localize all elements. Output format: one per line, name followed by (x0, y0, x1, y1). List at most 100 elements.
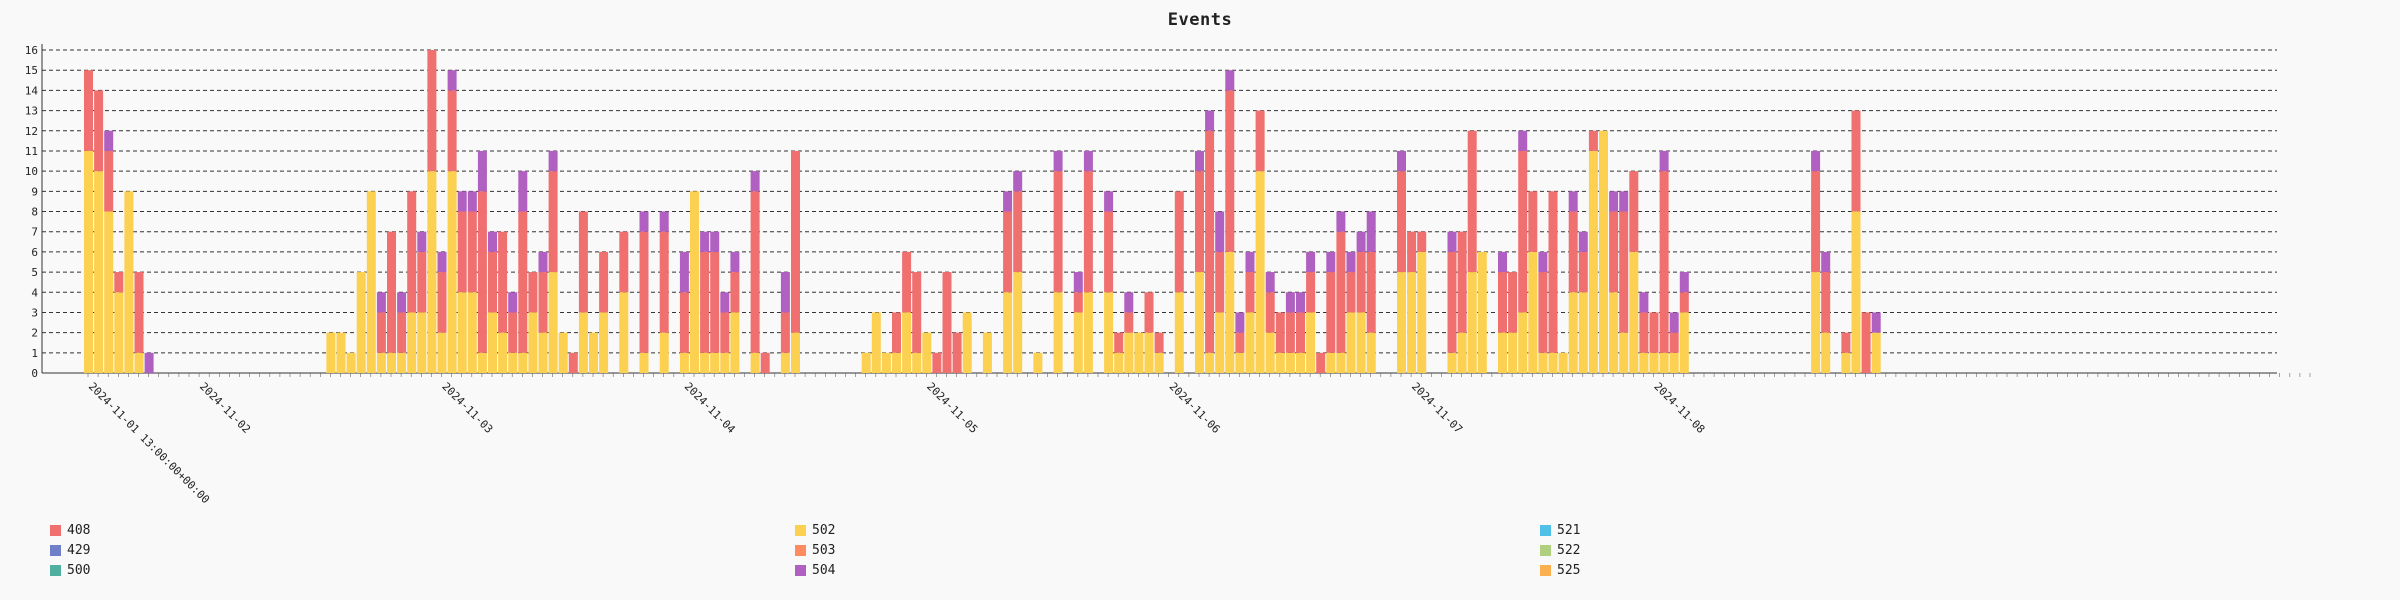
bar-segment-504 (1265, 272, 1275, 293)
bar-segment-502 (1568, 292, 1578, 373)
bar-segment-502 (1306, 312, 1316, 373)
bar-segment-502 (1811, 272, 1821, 373)
bar-segment-502 (1669, 352, 1679, 373)
bar-segment-504 (397, 292, 407, 313)
bar-segment-504 (457, 191, 467, 212)
bar-segment-408 (1245, 272, 1255, 313)
legend-swatch (50, 565, 61, 576)
legend-swatch (795, 525, 806, 536)
bar-segment-504 (488, 231, 497, 252)
bar-segment-502 (892, 352, 901, 373)
bar-segment-504 (1215, 211, 1225, 252)
legend-item-429[interactable]: 429 (50, 543, 90, 558)
bar-segment-504 (1659, 150, 1669, 172)
bar-segment-502 (1498, 332, 1507, 373)
legend-label: 502 (812, 523, 836, 538)
bar-segment-502 (1326, 352, 1336, 373)
x-date-label: 2024-11-07 (1409, 380, 1465, 436)
bar-segment-408 (548, 171, 558, 273)
legend-item-503[interactable]: 503 (795, 543, 835, 558)
y-tick-label: 4 (31, 286, 38, 299)
bar-segment-502 (1013, 272, 1023, 373)
bar-segment-408 (932, 352, 942, 373)
bar-segment-408 (1447, 251, 1457, 353)
bar-segment-502 (1235, 352, 1245, 373)
y-tick-label: 5 (31, 266, 38, 279)
bar-segment-408 (84, 70, 93, 151)
bar-segment-408 (1366, 251, 1376, 333)
bar-segment-502 (447, 171, 457, 373)
bar-segment-504 (750, 171, 760, 192)
bar-segment-502 (1296, 352, 1305, 373)
bar-segment-408 (1609, 211, 1619, 293)
bar-segment-502 (1124, 332, 1134, 373)
chart-title: Events (1167, 10, 1233, 30)
bar-segment-408 (457, 211, 467, 293)
bar-segment-408 (1508, 272, 1518, 333)
bar-segment-502 (1518, 312, 1528, 373)
legend-item-502[interactable]: 502 (795, 523, 835, 538)
bar-segment-408 (1154, 332, 1164, 353)
bar-segment-502 (518, 352, 528, 373)
bar-segment-502 (1619, 332, 1629, 373)
bar-segment-502 (1477, 251, 1487, 373)
bar-segment-504 (1053, 150, 1063, 172)
bar-segment-408 (498, 231, 508, 333)
bar-segment-504 (1346, 251, 1356, 273)
bar-segment-502 (1821, 332, 1831, 373)
bar-segment-408 (376, 312, 386, 353)
bar-segment-502 (1508, 332, 1518, 373)
bar-segment-408 (467, 211, 477, 293)
bar-segment-408 (427, 50, 437, 172)
bar-segment-504 (730, 251, 740, 273)
bar-segment-408 (760, 352, 770, 373)
bar-segment-504 (780, 272, 790, 313)
bar-segment-502 (1679, 312, 1689, 373)
bar-segment-502 (791, 332, 800, 373)
bar-segment-504 (720, 292, 730, 313)
bar-segment-408 (104, 150, 114, 212)
bar-segment-504 (538, 251, 548, 273)
bar-segment-408 (1225, 90, 1235, 252)
bar-segment-408 (1124, 312, 1134, 333)
bar-segment-408 (1346, 272, 1356, 313)
legend-item-504[interactable]: 504 (795, 563, 835, 578)
bar-segment-408 (538, 272, 548, 333)
bar-segment-408 (791, 150, 800, 333)
bar-segment-504 (1306, 251, 1316, 273)
bar-segment-502 (1528, 251, 1538, 373)
legend-label: 521 (1557, 523, 1581, 538)
bar-segment-408 (1114, 332, 1124, 353)
bar-segment-502 (467, 292, 477, 373)
bar-segment-502 (427, 171, 437, 373)
bar-segment-408 (1841, 332, 1851, 353)
y-tick-label: 6 (31, 246, 38, 259)
bar-segment-408 (1013, 191, 1023, 273)
bar-segment-502 (861, 352, 871, 373)
bar-segment-502 (114, 292, 124, 373)
bar-segment-408 (912, 272, 922, 353)
legend-item-408[interactable]: 408 (50, 523, 90, 538)
bar-segment-408 (134, 272, 144, 353)
bar-segment-408 (892, 312, 901, 353)
bar-segment-502 (659, 332, 669, 373)
bar-segment-408 (1538, 272, 1548, 353)
bar-segment-502 (387, 352, 396, 373)
legend-item-521[interactable]: 521 (1540, 523, 1580, 538)
legend-item-525[interactable]: 525 (1540, 563, 1580, 578)
bar-segment-408 (1356, 251, 1366, 313)
bar-segment-502 (1356, 312, 1366, 373)
bar-segment-504 (1619, 191, 1629, 212)
bar-segment-408 (1669, 332, 1679, 353)
legend-item-500[interactable]: 500 (50, 563, 90, 578)
bar-segment-408 (1174, 191, 1184, 293)
bar-segment-504 (1124, 292, 1134, 313)
bar-segment-408 (1811, 171, 1821, 273)
bar-segment-504 (508, 292, 518, 313)
bar-segment-502 (508, 352, 518, 373)
bar-segment-408 (1619, 211, 1629, 333)
bar-segment-504 (1013, 171, 1023, 192)
bar-segment-502 (326, 332, 336, 373)
bar-segment-408 (508, 312, 518, 353)
legend-item-522[interactable]: 522 (1540, 543, 1580, 558)
